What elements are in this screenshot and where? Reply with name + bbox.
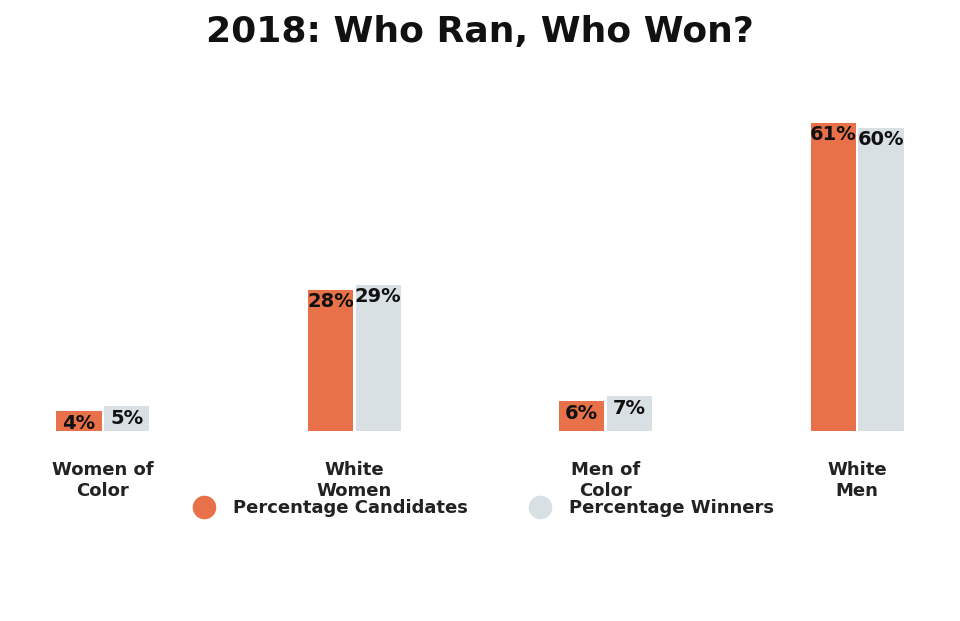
Text: 7%: 7% bbox=[613, 399, 646, 417]
Text: 29%: 29% bbox=[355, 287, 401, 306]
Text: 28%: 28% bbox=[307, 292, 354, 311]
Text: 5%: 5% bbox=[110, 409, 143, 428]
Bar bbox=[559, 401, 605, 432]
Bar bbox=[355, 284, 401, 432]
Bar bbox=[858, 128, 903, 432]
Text: 4%: 4% bbox=[62, 414, 96, 433]
Bar bbox=[607, 396, 652, 432]
Text: 60%: 60% bbox=[857, 130, 904, 149]
Text: 6%: 6% bbox=[565, 404, 598, 423]
Bar bbox=[57, 411, 102, 432]
Bar bbox=[308, 290, 353, 432]
Title: 2018: Who Ran, Who Won?: 2018: Who Ran, Who Won? bbox=[206, 15, 754, 49]
Bar bbox=[810, 123, 855, 432]
Text: 61%: 61% bbox=[810, 125, 856, 144]
Legend: Percentage Candidates, Percentage Winners: Percentage Candidates, Percentage Winner… bbox=[179, 492, 781, 525]
Bar bbox=[105, 406, 150, 432]
